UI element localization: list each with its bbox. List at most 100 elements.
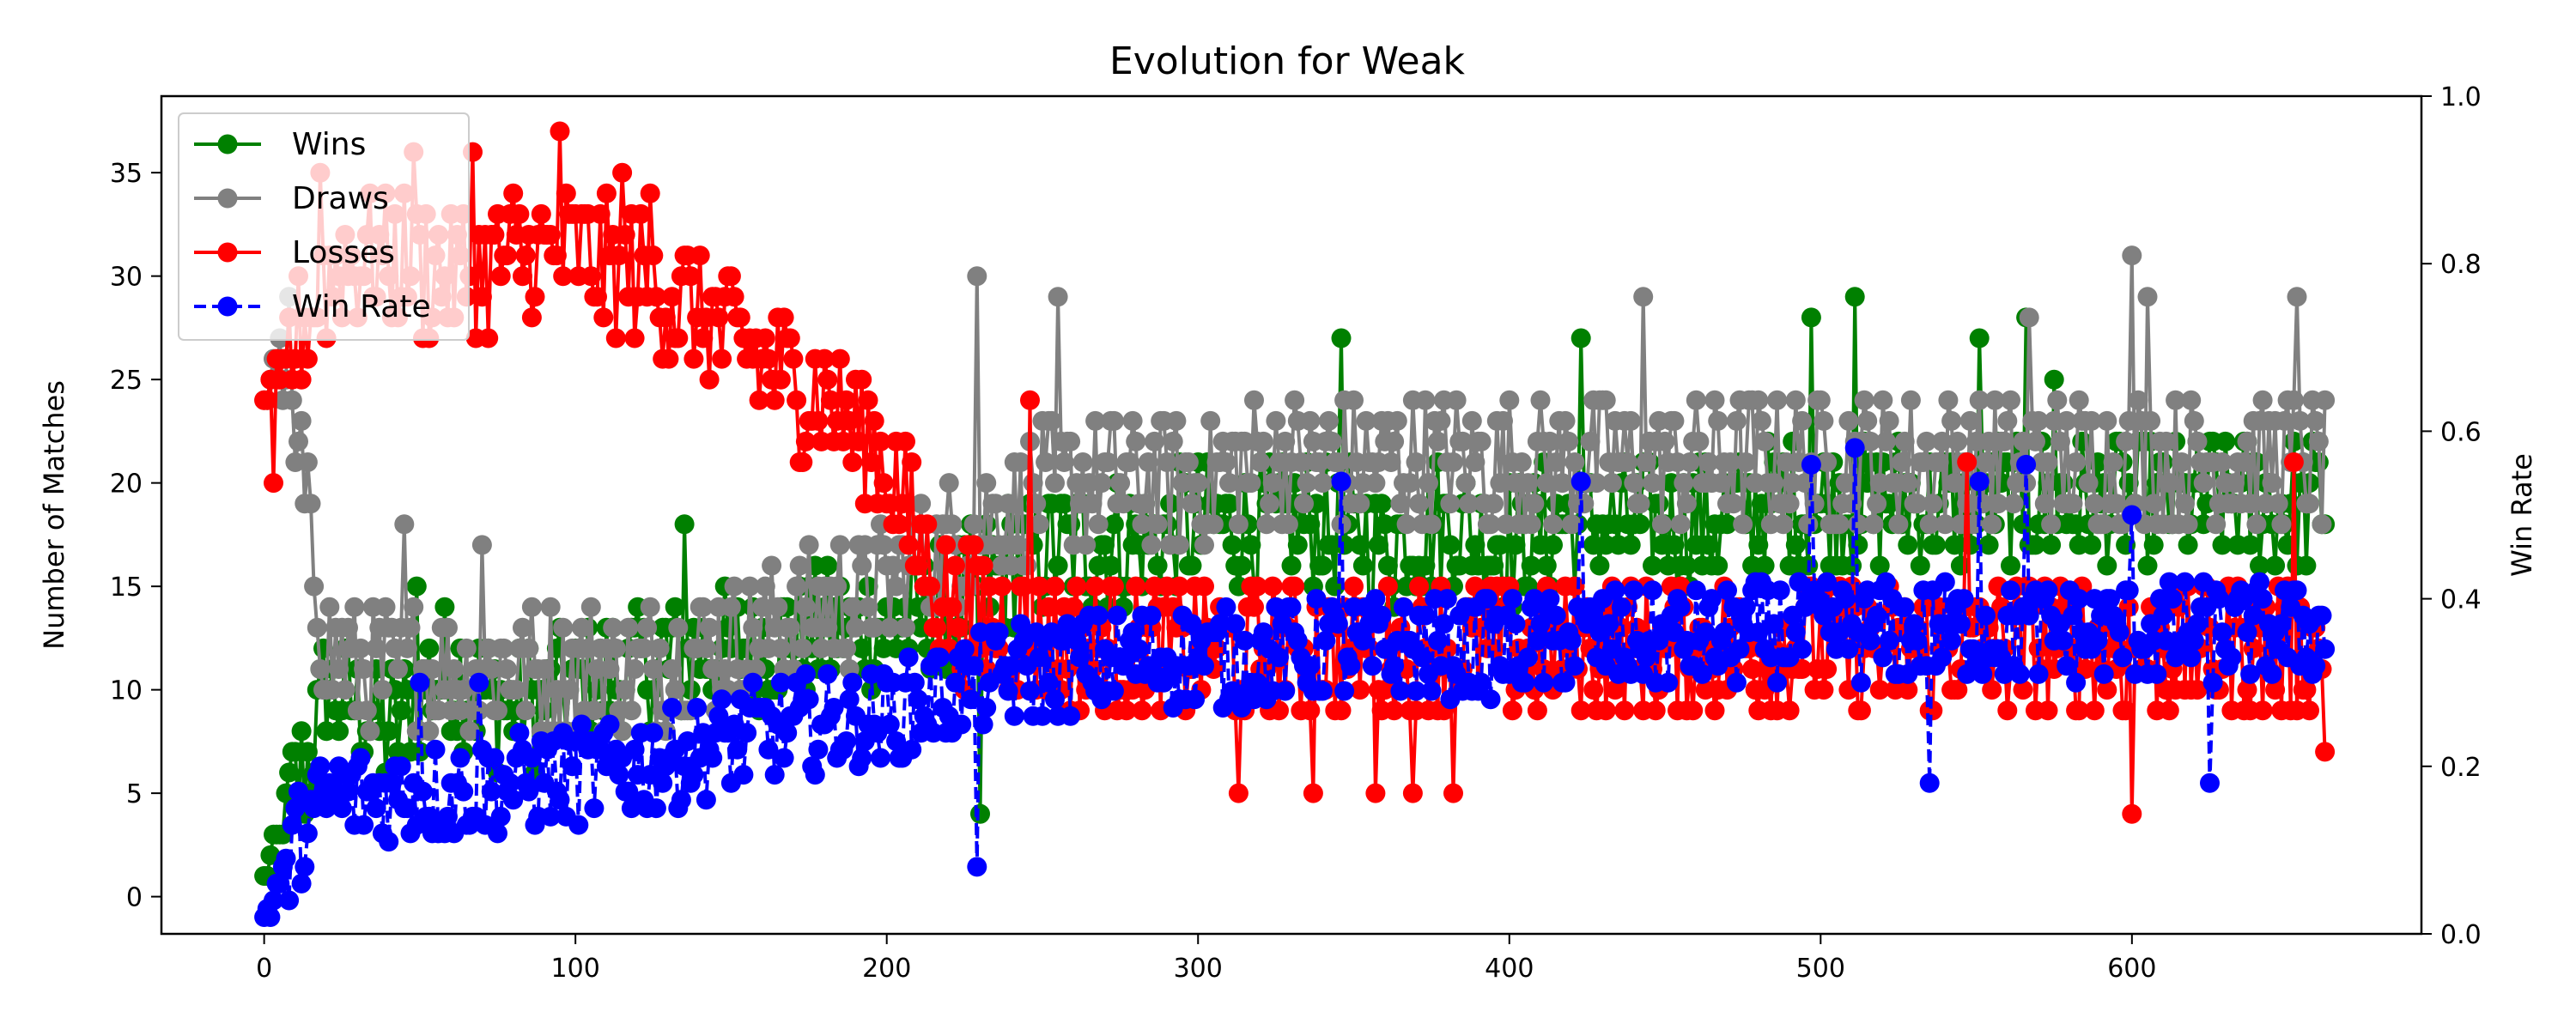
data-point (1867, 494, 1887, 514)
data-point (649, 638, 670, 658)
data-point (1088, 605, 1109, 626)
data-point (1583, 605, 1604, 626)
data-point (1048, 555, 1068, 576)
data-point (795, 663, 816, 684)
data-point (1007, 535, 1028, 555)
data-point (1867, 605, 1887, 626)
data-point (1122, 622, 1143, 643)
x-tick-label: 500 (1796, 954, 1845, 984)
data-point (1873, 390, 1893, 410)
data-point (1103, 410, 1124, 431)
data-point (1751, 410, 1771, 431)
data-point (1020, 681, 1040, 701)
data-point (2221, 647, 2242, 668)
data-point (1490, 535, 1510, 555)
data-point (1216, 597, 1236, 617)
data-point (799, 535, 819, 555)
data-point (291, 873, 312, 894)
data-point (1938, 390, 1959, 410)
data-point (1792, 410, 1813, 431)
data-point (615, 225, 635, 245)
data-point (1377, 555, 1398, 576)
data-point (646, 798, 666, 819)
y-axis-right: 0.0 0.2 0.4 0.6 0.8 1.0 (2421, 82, 2482, 950)
data-point (419, 721, 440, 742)
data-point (2116, 431, 2136, 451)
data-point (998, 494, 1018, 514)
data-point (2315, 742, 2336, 762)
data-point (1571, 700, 1591, 721)
data-point (1216, 452, 1236, 472)
data-point (1344, 576, 1364, 597)
data-point (2184, 630, 2204, 651)
data-point (976, 698, 997, 718)
y2-tick-label: 0.8 (2440, 250, 2482, 280)
data-point (1605, 580, 1625, 601)
data-point (580, 266, 601, 287)
data-point (699, 617, 720, 638)
data-point (372, 680, 392, 700)
data-point (488, 700, 507, 721)
data-point (1850, 700, 1871, 721)
data-point (951, 714, 972, 735)
data-point (720, 266, 741, 287)
data-point (2034, 494, 2055, 514)
data-point (1182, 614, 1202, 634)
data-point (1723, 494, 1744, 514)
data-point (1063, 597, 1084, 617)
data-point (1589, 555, 1610, 576)
data-point (1910, 555, 1930, 576)
data-point (1350, 494, 1370, 514)
data-point (1692, 663, 1712, 684)
data-point (2162, 589, 2183, 609)
data-point (1070, 647, 1090, 668)
data-point (973, 555, 993, 576)
data-point (1976, 605, 1996, 626)
data-point (2063, 494, 2083, 514)
data-point (1352, 630, 1373, 651)
data-point (1941, 630, 1962, 651)
data-point (2112, 647, 2133, 668)
data-point (2290, 410, 2311, 431)
data-point (720, 597, 741, 617)
data-point (858, 597, 878, 617)
data-point (521, 597, 542, 617)
data-point (1633, 287, 1654, 307)
x-tick-label: 200 (862, 954, 911, 984)
data-point (1203, 514, 1224, 535)
data-point (1854, 390, 1874, 410)
data-point (1297, 473, 1317, 494)
data-point (1614, 700, 1635, 721)
data-point (783, 348, 804, 369)
data-point (1402, 783, 1423, 803)
data-point (1110, 473, 1131, 494)
data-point (2038, 700, 2058, 721)
data-point (755, 576, 775, 597)
data-point (1863, 514, 1884, 535)
data-point (1950, 614, 1971, 634)
data-point (1773, 514, 1794, 535)
data-point (945, 672, 965, 693)
data-point (1767, 672, 1788, 693)
data-point (434, 597, 455, 617)
data-point (2122, 505, 2142, 525)
data-point (1618, 452, 1637, 472)
data-point (571, 617, 592, 638)
data-point (282, 390, 302, 410)
data-point (1748, 535, 1769, 555)
data-point (1720, 452, 1741, 472)
data-point (2044, 369, 2064, 390)
data-point (354, 815, 374, 835)
data-point (1518, 473, 1538, 494)
data-point (963, 514, 984, 535)
data-point (1185, 689, 1206, 710)
data-point (1334, 681, 1355, 701)
data-point (898, 535, 919, 555)
data-point (777, 723, 798, 743)
data-point (453, 680, 474, 700)
data-point (2118, 580, 2139, 601)
data-point (279, 890, 300, 911)
y2-tick-label: 0.2 (2440, 753, 2482, 783)
y-axis-left: 0 5 10 15 20 25 30 35 (110, 159, 161, 913)
data-point (2252, 589, 2273, 609)
